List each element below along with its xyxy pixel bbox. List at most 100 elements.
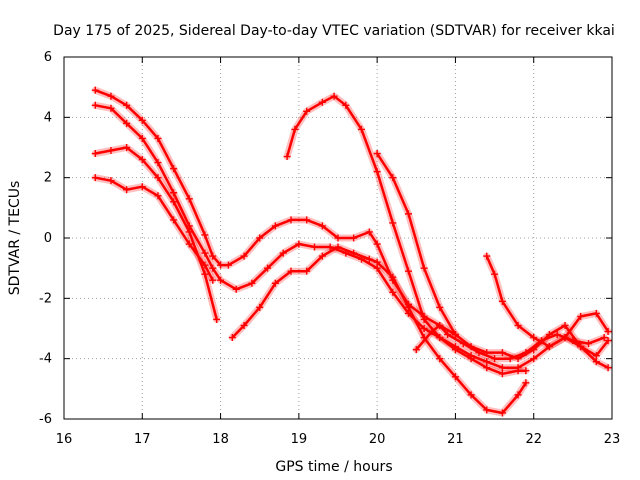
data-point <box>209 252 217 260</box>
data-point <box>514 364 522 372</box>
data-point <box>138 156 146 164</box>
x-tick-label: 22 <box>525 432 542 447</box>
data-point <box>436 321 444 329</box>
series-trace-e <box>228 243 530 417</box>
y-tick-label: -2 <box>39 291 52 306</box>
x-tick-label: 17 <box>134 432 151 447</box>
data-point <box>436 303 444 311</box>
data-point <box>91 101 99 109</box>
data-point <box>404 303 412 311</box>
series-trace-i <box>483 252 612 351</box>
data-point <box>350 249 358 257</box>
data-point <box>318 252 326 260</box>
data-point <box>287 216 295 224</box>
data-point <box>185 240 193 248</box>
data-point <box>123 144 131 151</box>
y-tick-label: 6 <box>44 50 52 65</box>
data-point <box>585 340 593 348</box>
data-point <box>389 288 397 296</box>
series-trace-a <box>91 86 608 363</box>
data-point <box>154 174 162 182</box>
data-point <box>311 243 319 251</box>
data-point <box>577 312 585 320</box>
y-tick-label: 0 <box>44 231 52 246</box>
data-point <box>451 331 459 339</box>
data-point <box>201 270 209 278</box>
data-point <box>318 222 326 230</box>
data-point <box>530 334 538 342</box>
series-trace-b <box>91 101 530 378</box>
data-point <box>334 234 342 242</box>
data-point <box>545 343 553 351</box>
data-point <box>170 216 178 224</box>
data-point <box>592 352 600 360</box>
x-tick-label: 20 <box>369 432 386 447</box>
data-point <box>420 315 428 323</box>
x-tick-label: 23 <box>604 432 621 447</box>
data-point <box>217 276 225 284</box>
data-point <box>201 231 209 239</box>
data-point <box>530 355 538 363</box>
data-point <box>123 186 131 194</box>
data-point <box>514 321 522 329</box>
data-point <box>264 264 272 272</box>
data-point <box>154 159 162 167</box>
series-line <box>91 86 608 363</box>
data-point <box>357 125 365 133</box>
data-point <box>483 358 491 366</box>
data-point <box>420 264 428 272</box>
series-line <box>94 88 606 360</box>
series-trace-g <box>373 150 459 339</box>
data-point <box>138 183 146 191</box>
data-point <box>483 364 491 372</box>
data-point <box>91 174 99 182</box>
data-point <box>530 346 538 354</box>
data-point <box>256 234 264 242</box>
data-point <box>522 379 530 387</box>
data-point <box>279 249 287 257</box>
data-point <box>295 240 303 248</box>
data-point <box>483 349 491 357</box>
data-point <box>522 367 530 375</box>
data-point <box>138 116 146 124</box>
data-point <box>600 334 608 342</box>
data-point <box>154 192 162 200</box>
data-point <box>412 346 420 354</box>
data-point <box>389 219 397 227</box>
data-point <box>498 364 506 372</box>
data-point <box>185 228 193 236</box>
data-point <box>404 210 412 218</box>
data-point <box>553 331 561 339</box>
data-point <box>303 107 311 115</box>
data-point <box>491 270 499 278</box>
y-tick-label: -4 <box>39 352 52 367</box>
data-point <box>330 92 338 100</box>
data-point <box>498 349 506 357</box>
data-point <box>561 321 569 329</box>
data-point <box>326 243 334 251</box>
data-point <box>291 125 299 133</box>
series-line <box>375 152 457 336</box>
series-line <box>91 144 221 323</box>
data-point <box>123 101 131 109</box>
data-point <box>213 315 221 323</box>
data-point <box>373 240 381 248</box>
data-point <box>287 267 295 275</box>
data-point <box>483 252 491 260</box>
data-point <box>342 101 350 109</box>
data-point <box>107 147 115 155</box>
x-tick-label: 19 <box>291 432 308 447</box>
data-point <box>577 343 585 351</box>
data-point <box>365 255 373 263</box>
data-point <box>209 264 217 272</box>
data-point <box>91 150 99 158</box>
data-point <box>271 222 279 230</box>
data-point <box>373 150 381 158</box>
data-point <box>209 276 217 284</box>
data-point <box>107 92 115 100</box>
x-axis-label: GPS time / hours <box>275 459 392 475</box>
data-point <box>170 198 178 206</box>
data-point <box>256 303 264 311</box>
data-point <box>201 249 209 257</box>
y-axis-label: SDTVAR / TECUs <box>7 181 23 296</box>
